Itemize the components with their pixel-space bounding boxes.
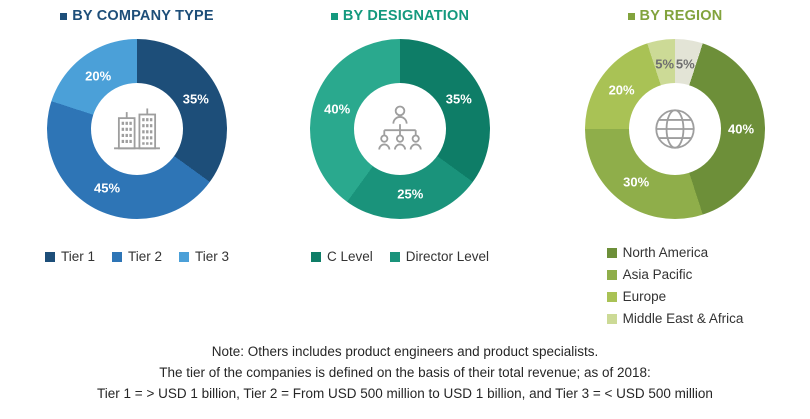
designation-chart: BY DESIGNATION (280, 8, 520, 264)
slice-label: 35% (182, 91, 209, 107)
donut-hole (629, 83, 721, 175)
legend-swatch (44, 251, 55, 262)
slice-label: 25% (397, 186, 424, 202)
designation-title: BY DESIGNATION (280, 8, 520, 24)
note-line-2: The tier of the companies is defined on … (159, 365, 651, 380)
legend-label: Europe (622, 289, 667, 304)
region-donut: 5% 40% 30% 20% 5% (585, 39, 765, 219)
region-title: BY REGION (555, 8, 795, 24)
designation-legend: C Level Director Level (280, 249, 520, 264)
title-bullet (60, 12, 68, 20)
legend-swatch (606, 291, 617, 302)
legend-swatch (606, 269, 617, 280)
legend-item: Asia Pacific (606, 267, 744, 282)
company-type-donut: 35% 45% 20% (47, 39, 227, 219)
region-legend: North America Asia Pacific Europe Middle Ea… (606, 245, 744, 326)
legend-label: Tier 1 (60, 249, 95, 264)
buildings-icon (114, 108, 160, 150)
slice-label: 30% (623, 174, 650, 190)
designation-donut: 35% 25% 40% (310, 39, 490, 219)
legend-label: Middle East & Africa (622, 311, 744, 326)
legend-item: Middle East & Africa (606, 311, 744, 326)
donut-hole (91, 83, 183, 175)
legend-item: North America (606, 245, 744, 260)
chart-title-text: BY REGION (639, 8, 723, 24)
legend-label: Tier 3 (195, 249, 230, 264)
legend-item: Director Level (389, 249, 490, 264)
slice-label: 40% (727, 121, 755, 137)
org-chart-icon (378, 105, 422, 150)
slice-label: 20% (85, 68, 112, 84)
slice-label: 35% (445, 91, 472, 107)
note-line-1: Note: Others includes product engineers … (211, 344, 599, 359)
slice-label: 40% (324, 101, 351, 117)
chart-title-text: BY DESIGNATION (342, 8, 470, 24)
slice-label: 5% (655, 56, 675, 72)
donut-hole (354, 83, 446, 175)
footnotes: Note: Others includes product engineers … (0, 341, 810, 404)
legend-label: C Level (326, 249, 373, 264)
note-line-3: Tier 1 = > USD 1 billion, Tier 2 = From … (97, 386, 713, 401)
slice-label: 45% (93, 180, 121, 196)
company-type-legend: Tier 1 Tier 2 Tier 3 (17, 249, 257, 264)
region-chart: BY REGION 5% 40% 30% 20% 5% North America Asi… (555, 8, 795, 326)
legend-swatch (606, 313, 617, 324)
legend-label: Asia Pacific (622, 267, 693, 282)
legend-item: Tier 1 (44, 249, 95, 264)
company-type-chart: BY COMPANY TYPE (17, 8, 257, 264)
chart-title-text: BY COMPANY TYPE (72, 8, 214, 24)
legend-swatch (310, 251, 321, 262)
company-type-title: BY COMPANY TYPE (17, 8, 257, 24)
title-bullet (627, 12, 635, 20)
legend-item: Europe (606, 289, 744, 304)
legend-swatch (606, 247, 617, 258)
title-bullet (330, 12, 338, 20)
legend-swatch (111, 251, 122, 262)
legend-item: Tier 2 (111, 249, 162, 264)
legend-swatch (179, 251, 189, 262)
legend-item: C Level (310, 249, 373, 264)
legend-item: Tier 3 (179, 249, 229, 264)
slice-label: 20% (608, 82, 635, 98)
legend-label: Director Level (405, 249, 490, 264)
slice-label: 5% (675, 56, 695, 72)
legend-swatch (389, 251, 400, 262)
legend-label: North America (622, 245, 709, 260)
globe-icon (655, 109, 695, 149)
legend-label: Tier 2 (127, 249, 162, 264)
